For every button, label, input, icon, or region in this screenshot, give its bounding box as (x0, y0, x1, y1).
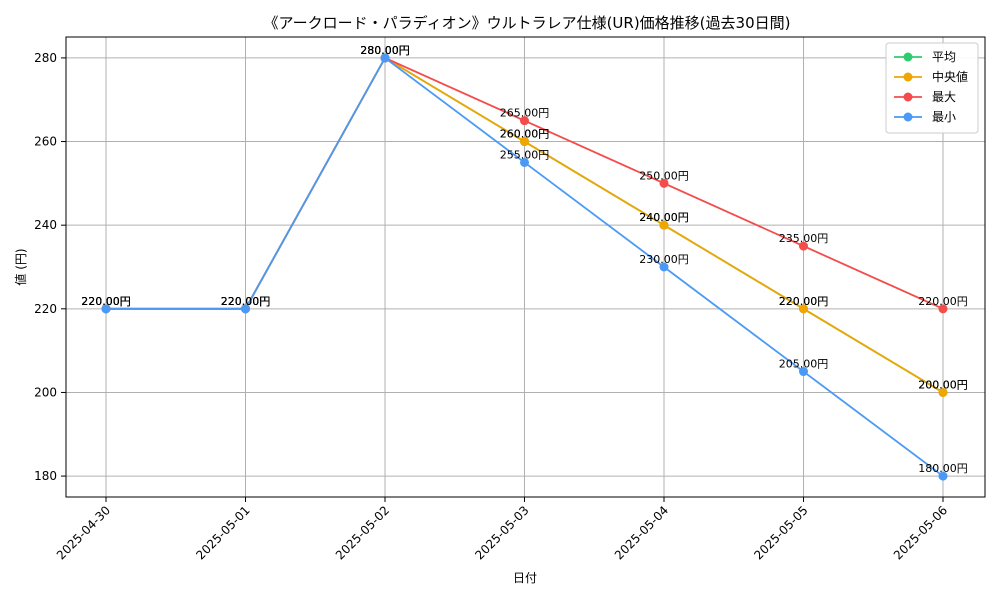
plot-area-frame (65, 36, 986, 498)
data-label: 220.00円 (221, 295, 271, 308)
data-label: 180.00円 (918, 462, 968, 475)
x-tick-label: 2025-05-06 (891, 503, 950, 562)
data-label: 280.00円 (360, 44, 410, 57)
data-point (659, 262, 669, 272)
data-point (520, 116, 529, 126)
y-tick-label: 280 (34, 51, 57, 65)
data-point (520, 157, 529, 167)
data-label: 220.00円 (918, 295, 968, 308)
data-label: 200.00円 (918, 378, 968, 391)
legend-label: 平均 (932, 50, 956, 64)
data-label: 205.00円 (779, 358, 829, 371)
y-axis-ticks: 180 200 220 240 260 280 (34, 51, 66, 483)
data-label: 235.00円 (779, 232, 829, 245)
data-label: 280.00円 (360, 44, 410, 57)
data-label: 220.00円 (81, 295, 131, 308)
data-point (799, 304, 808, 314)
x-tick-label: 2025-05-02 (333, 503, 392, 562)
legend-marker (903, 112, 913, 122)
legend-marker (903, 92, 913, 102)
data-label: 250.00円 (639, 169, 689, 182)
data-point (659, 178, 669, 188)
data-labels: 220.00円 220.00円 280.00円 260.00円 240.00円 220.0… (81, 44, 968, 475)
x-tick-label: 2025-05-04 (612, 503, 671, 562)
legend-marker (903, 52, 913, 62)
data-point (380, 53, 390, 63)
data-label: 260.00円 (500, 128, 550, 141)
legend-marker (903, 72, 913, 82)
data-label: 280.00円 (360, 44, 410, 57)
legend-item: 平均 (894, 50, 956, 64)
y-tick-label: 260 (34, 135, 57, 149)
data-label: 260.00円 (500, 128, 550, 141)
data-point (938, 387, 948, 397)
data-label: 265.00円 (500, 107, 550, 120)
legend-label: 最大 (932, 90, 956, 104)
data-label: 255.00円 (500, 148, 550, 161)
data-point (241, 304, 250, 314)
data-label: 220.00円 (81, 295, 131, 308)
legend-label: 中央値 (932, 69, 968, 84)
data-label: 220.00円 (221, 295, 271, 308)
chart-title: 《アークロード・パラディオン》ウルトラレア仕様(UR)価格推移(過去30日間) (264, 14, 791, 32)
data-label: 230.00円 (639, 253, 689, 266)
data-label: 220.00円 (81, 295, 131, 308)
x-tick-label: 2025-05-05 (751, 503, 810, 562)
data-point (799, 241, 808, 251)
x-tick-label: 2025-05-03 (472, 503, 531, 562)
y-tick-label: 180 (34, 469, 57, 483)
data-label: 220.00円 (81, 295, 131, 308)
series-layer (101, 53, 948, 481)
data-label: 240.00円 (639, 211, 689, 224)
y-tick-label: 220 (34, 302, 57, 316)
data-point (938, 304, 948, 314)
data-point (659, 220, 669, 230)
data-label: 240.00円 (639, 211, 689, 224)
data-label: 220.00円 (221, 295, 271, 308)
legend-label: 最小 (932, 110, 956, 124)
legend-item: 最大 (894, 90, 956, 104)
data-label: 220.00円 (779, 295, 829, 308)
data-point (938, 471, 948, 481)
series-3 (101, 53, 948, 481)
data-point (520, 137, 529, 147)
data-label: 220.00円 (779, 295, 829, 308)
data-label: 220.00円 (221, 295, 271, 308)
x-axis-ticks: 2025-04-30 2025-05-01 2025-05-02 2025-05-03… (54, 497, 950, 562)
y-tick-label: 240 (34, 218, 57, 232)
legend-item: 最小 (894, 110, 956, 124)
x-tick-label: 2025-05-01 (193, 503, 252, 562)
y-axis-label: 値 (円) (13, 248, 28, 285)
legend-box (885, 42, 979, 134)
legend-item: 中央値 (894, 69, 968, 84)
data-point (799, 367, 808, 377)
data-label: 280.00円 (360, 44, 410, 57)
x-axis-label: 日付 (513, 571, 537, 585)
data-point (101, 304, 111, 314)
data-label: 200.00円 (918, 378, 968, 391)
x-tick-label: 2025-04-30 (54, 503, 113, 562)
y-tick-label: 200 (34, 385, 57, 399)
